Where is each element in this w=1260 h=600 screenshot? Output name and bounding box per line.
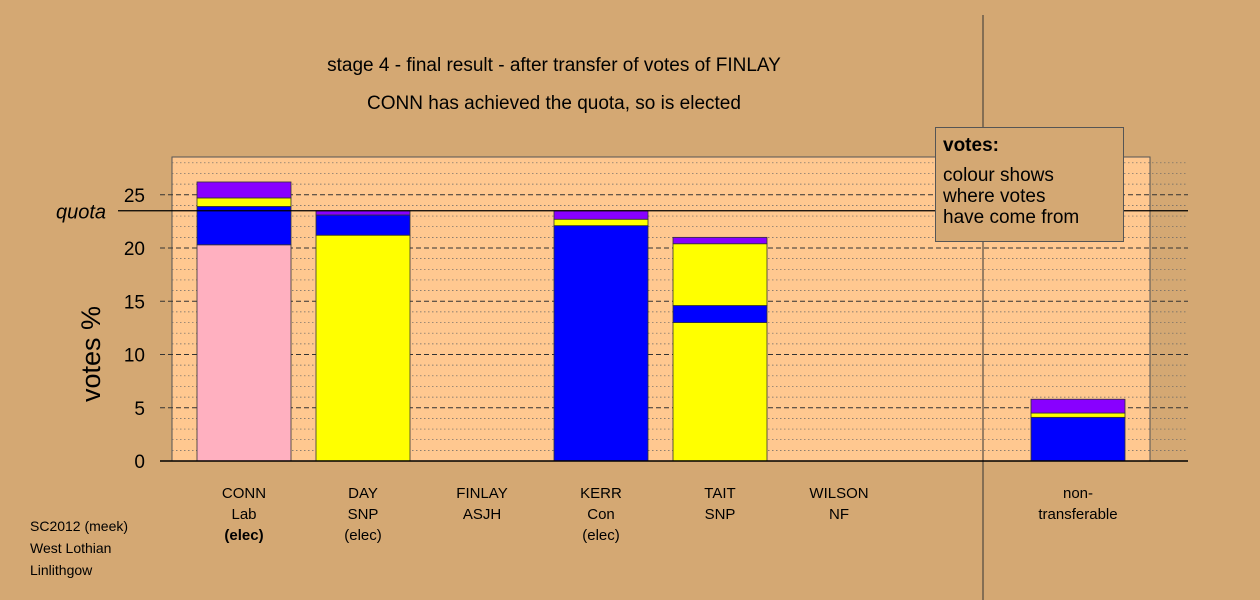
x-tick-label: Lab bbox=[231, 506, 256, 523]
x-tick-label: SNP bbox=[348, 506, 379, 523]
x-tick-label: ASJH bbox=[463, 506, 501, 523]
y-tick-label: 15 bbox=[124, 292, 145, 313]
legend-line: have come from bbox=[943, 207, 1080, 228]
x-tick-label: TAIT bbox=[704, 485, 735, 502]
bar-segment bbox=[1030, 416, 1126, 462]
bar-segment bbox=[553, 218, 649, 227]
x-axis-labels: CONN Lab (elec) DAY SNP (elec) FINLAY ASJH KERR C… bbox=[222, 485, 1118, 544]
footer-line: SC2012 (meek) bbox=[30, 518, 129, 534]
bar-segment bbox=[315, 210, 411, 216]
footer-line: West Lothian bbox=[30, 540, 112, 556]
bar-segment bbox=[1030, 412, 1126, 418]
footer-line: Linlithgow bbox=[30, 562, 93, 578]
x-tick-label: WILSON bbox=[809, 485, 868, 502]
bar-segment bbox=[553, 210, 649, 220]
bar-segment bbox=[1030, 398, 1126, 414]
x-tick-label: CONN bbox=[222, 485, 266, 502]
x-tick-label: (elec) bbox=[344, 527, 382, 544]
x-tick-label: FINLAY bbox=[456, 485, 507, 502]
bar-segment bbox=[672, 243, 768, 306]
legend-box: votes: colour shows where votes have com… bbox=[935, 127, 1124, 242]
bar-segment bbox=[315, 214, 411, 236]
bars bbox=[196, 181, 1126, 462]
bar-segment bbox=[672, 236, 768, 245]
bar-segment bbox=[196, 206, 292, 246]
y-tick-label: 25 bbox=[124, 186, 145, 207]
bar-segment bbox=[672, 305, 768, 323]
y-tick-label: 20 bbox=[124, 239, 145, 260]
bar-segment bbox=[196, 197, 292, 207]
x-tick-label: Con bbox=[587, 506, 615, 523]
chart-subtitle: CONN has achieved the quota, so is elect… bbox=[367, 93, 741, 114]
x-tick-label: (elec) bbox=[224, 527, 263, 544]
x-tick-label: KERR bbox=[580, 485, 622, 502]
y-axis-label: votes % bbox=[76, 306, 106, 402]
y-tick-label: 5 bbox=[134, 399, 145, 420]
legend-line: where votes bbox=[943, 186, 1046, 207]
bar-segment bbox=[315, 234, 411, 462]
x-tick-label: NF bbox=[829, 506, 849, 523]
y-tick-label: 0 bbox=[134, 452, 145, 473]
bar-segment bbox=[553, 225, 649, 462]
x-tick-label: transferable bbox=[1038, 506, 1117, 523]
bar-segment bbox=[672, 322, 768, 462]
x-tick-label: non- bbox=[1063, 485, 1093, 502]
bar-segment bbox=[196, 181, 292, 199]
x-tick-label: SNP bbox=[705, 506, 736, 523]
legend-line: colour shows bbox=[943, 165, 1054, 186]
legend-text: colour shows where votes have come from bbox=[943, 165, 1116, 228]
legend-title: votes: bbox=[943, 135, 999, 156]
y-axis-ticks: 0 5 10 15 20 25 bbox=[124, 186, 145, 473]
x-tick-label: DAY bbox=[348, 485, 378, 502]
bar-segment bbox=[196, 244, 292, 462]
y-tick-label: 10 bbox=[124, 346, 145, 367]
x-tick-label: (elec) bbox=[582, 527, 620, 544]
quota-label: quota bbox=[56, 202, 106, 224]
chart-title: stage 4 - final result - after transfer … bbox=[327, 55, 781, 76]
